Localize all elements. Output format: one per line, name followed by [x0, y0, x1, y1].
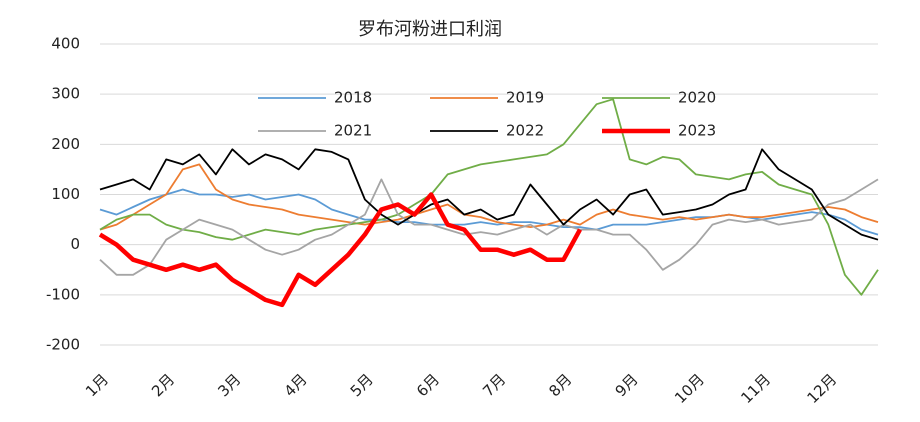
x-tick-label: 1月 [82, 370, 112, 400]
legend-label: 2018 [334, 89, 372, 107]
series-line [99, 178, 879, 276]
x-tick-label: 7月 [479, 370, 509, 400]
x-tick-label: 4月 [281, 370, 311, 400]
series-line [98, 192, 582, 308]
y-tick-label: -200 [46, 336, 80, 354]
x-tick-label: 11月 [737, 370, 774, 407]
series-line [99, 163, 879, 231]
chart-title: 罗布河粉进口利润 [358, 19, 502, 40]
series-line [99, 148, 879, 241]
legend-label: 2019 [506, 89, 544, 107]
x-tick-label: 3月 [214, 370, 244, 400]
x-tick-label: 6月 [413, 370, 443, 400]
series-line [99, 188, 879, 236]
y-tick-label: 0 [70, 235, 80, 253]
x-tick-label: 9月 [612, 370, 642, 400]
y-tick-label: 400 [51, 35, 80, 53]
legend-label: 2020 [678, 89, 716, 107]
x-tick-label: 10月 [671, 370, 708, 407]
y-tick-label: 200 [51, 135, 80, 153]
y-tick-label: 100 [51, 185, 80, 203]
x-tick-label: 12月 [804, 370, 841, 407]
x-tick-label: 5月 [347, 370, 377, 400]
y-tick-label: -100 [46, 285, 80, 303]
x-tick-label: 8月 [545, 370, 575, 400]
y-tick-label: 300 [51, 85, 80, 103]
series-line [99, 98, 879, 296]
legend-label: 2023 [678, 122, 716, 140]
legend-label: 2022 [506, 122, 544, 140]
x-tick-label: 2月 [148, 370, 178, 400]
legend-label: 2021 [334, 122, 372, 140]
